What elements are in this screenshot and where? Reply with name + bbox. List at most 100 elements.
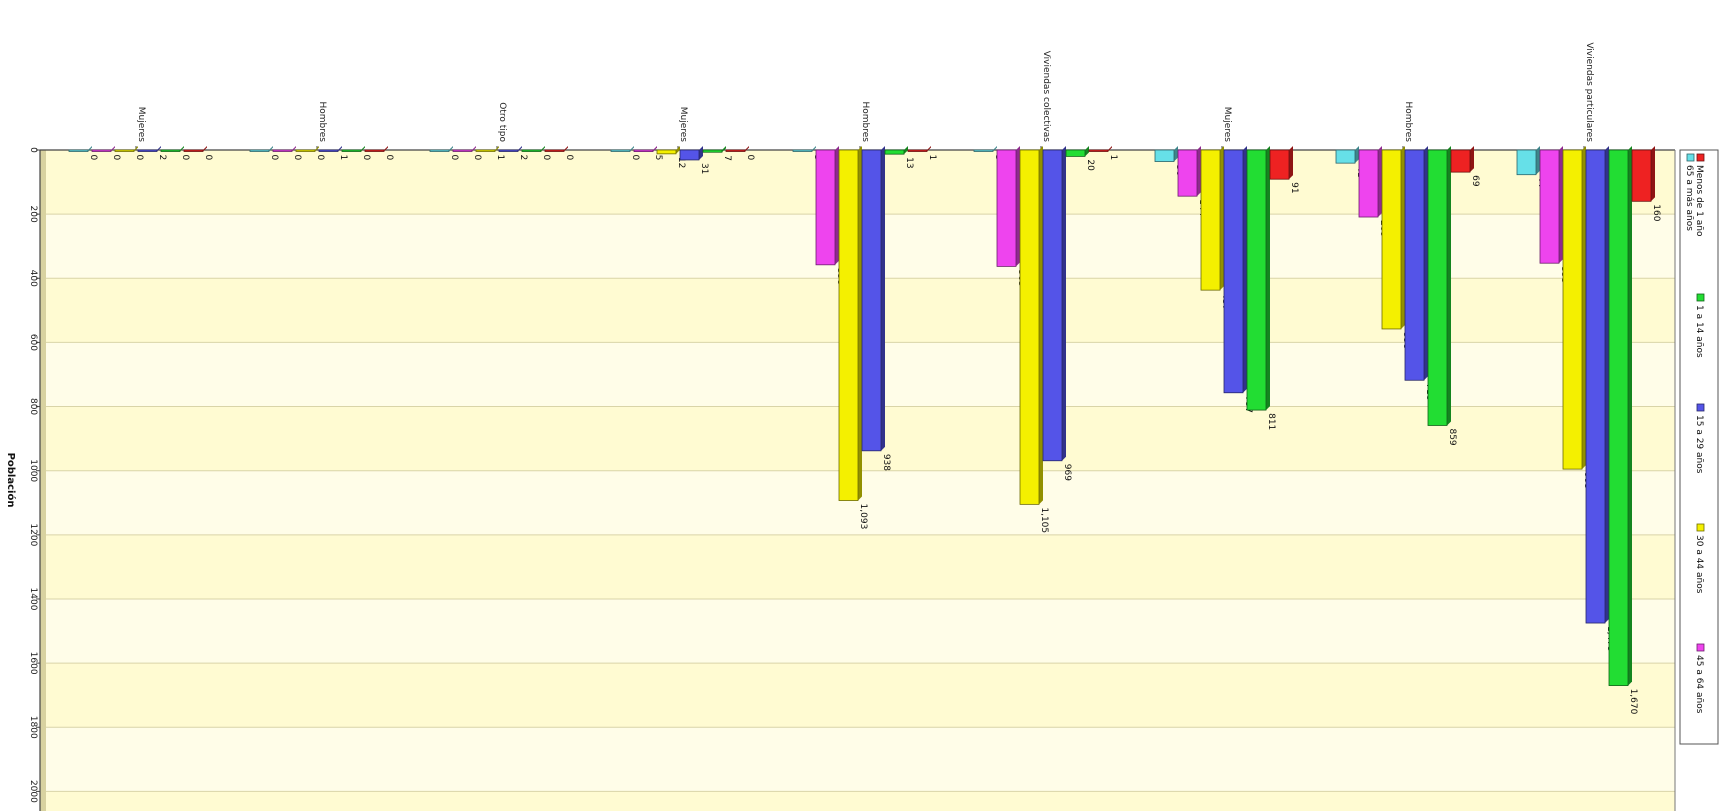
bar-side	[1039, 146, 1043, 505]
data-label: 859	[1447, 428, 1457, 445]
legend-swatch	[1696, 523, 1705, 532]
bar-side	[835, 146, 839, 265]
data-label: 91	[1289, 182, 1299, 193]
bar-side	[1220, 146, 1224, 291]
bar-side	[1062, 146, 1066, 461]
bar-side	[1016, 146, 1020, 267]
plot-band	[46, 534, 1675, 599]
bar-side	[1470, 146, 1474, 173]
bar	[1042, 149, 1063, 462]
bar-side	[361, 146, 365, 152]
bar-side	[1243, 146, 1247, 393]
data-label: 1	[338, 155, 348, 161]
bar	[861, 149, 882, 452]
bar	[160, 149, 181, 152]
bar	[1246, 149, 1267, 411]
bar-side	[1355, 146, 1359, 164]
bar	[656, 149, 677, 155]
bar	[544, 149, 565, 152]
category-label: Viviendas colectivas	[1041, 51, 1051, 143]
bar-side	[1582, 146, 1586, 470]
bar-side	[1401, 146, 1405, 329]
bar-side	[653, 146, 657, 152]
legend-label: 30 a 44 años	[1694, 535, 1704, 594]
bar	[364, 149, 385, 152]
bar-side	[292, 146, 296, 152]
bar-side	[1536, 146, 1540, 175]
data-label: 0	[315, 155, 325, 161]
bar	[1381, 149, 1402, 330]
bar	[295, 149, 316, 152]
bar	[1335, 149, 1356, 164]
bar-side	[699, 146, 703, 160]
bar	[1404, 149, 1425, 381]
data-label: 1,670	[1628, 689, 1638, 715]
plot-band	[46, 727, 1675, 792]
category-label: Viviendas particulares	[1584, 42, 1594, 142]
bar	[1065, 149, 1086, 157]
category-label: Hombres	[317, 102, 327, 143]
bar	[68, 149, 89, 152]
bar	[1427, 149, 1448, 426]
bar	[1088, 149, 1109, 152]
bar-side	[927, 146, 931, 152]
y-tick-label: 200	[28, 206, 38, 223]
data-label: 13	[904, 157, 914, 168]
bar-side	[630, 146, 634, 152]
y-tick-label: 0	[28, 147, 38, 153]
bar	[907, 149, 928, 152]
data-label: 20	[1085, 159, 1095, 171]
bar	[498, 149, 519, 152]
bar	[183, 149, 204, 152]
bar	[429, 149, 450, 152]
bar-side	[1174, 146, 1178, 162]
y-tick-label: 400	[28, 270, 38, 287]
bar	[1358, 149, 1379, 218]
bar	[1223, 149, 1244, 394]
bar-side	[180, 146, 184, 152]
bar-side	[88, 146, 92, 152]
y-axis-title: Población	[5, 453, 17, 508]
bar	[1562, 149, 1583, 470]
bar	[475, 149, 496, 152]
plot-band	[46, 791, 1675, 811]
data-label: 1	[495, 155, 505, 161]
data-label: 811	[1266, 413, 1276, 430]
y-tick-label: 1800	[28, 716, 38, 739]
data-label: 1	[1108, 155, 1118, 161]
legend-label: Menos de 1 año	[1694, 165, 1704, 237]
bar	[633, 149, 654, 153]
bar-side	[904, 146, 908, 155]
bar	[1585, 149, 1606, 624]
y-tick-label: 800	[28, 398, 38, 415]
bars: 0002000001000012000512317033581,09393813…	[68, 146, 1661, 715]
data-label: 0	[541, 155, 551, 161]
bar	[521, 149, 542, 152]
data-label: 0	[203, 155, 213, 161]
y-tick-label: 1200	[28, 523, 38, 546]
bar	[702, 149, 723, 153]
category-label: Otro tipo	[497, 102, 507, 142]
bar-side	[111, 146, 115, 152]
bar-side	[338, 146, 342, 152]
bar	[884, 149, 905, 155]
data-label: 12	[676, 157, 686, 168]
legend-swatch	[1696, 643, 1705, 652]
bar	[973, 149, 994, 152]
bar-side	[541, 146, 545, 152]
data-label: 69	[1470, 175, 1480, 187]
data-label: 0	[630, 155, 640, 161]
bar	[1200, 149, 1221, 291]
data-label: 0	[180, 155, 190, 161]
y-tick-label: 600	[28, 334, 38, 351]
bar-side	[495, 146, 499, 152]
bar-side	[564, 146, 568, 152]
y-tick-label: 1600	[28, 652, 38, 675]
y-tick-label: 1400	[28, 588, 38, 611]
bar-side	[203, 146, 207, 152]
data-label: 2	[518, 155, 528, 161]
data-label: 2	[157, 155, 167, 161]
legend-label: 1 a 14 años	[1694, 305, 1704, 358]
